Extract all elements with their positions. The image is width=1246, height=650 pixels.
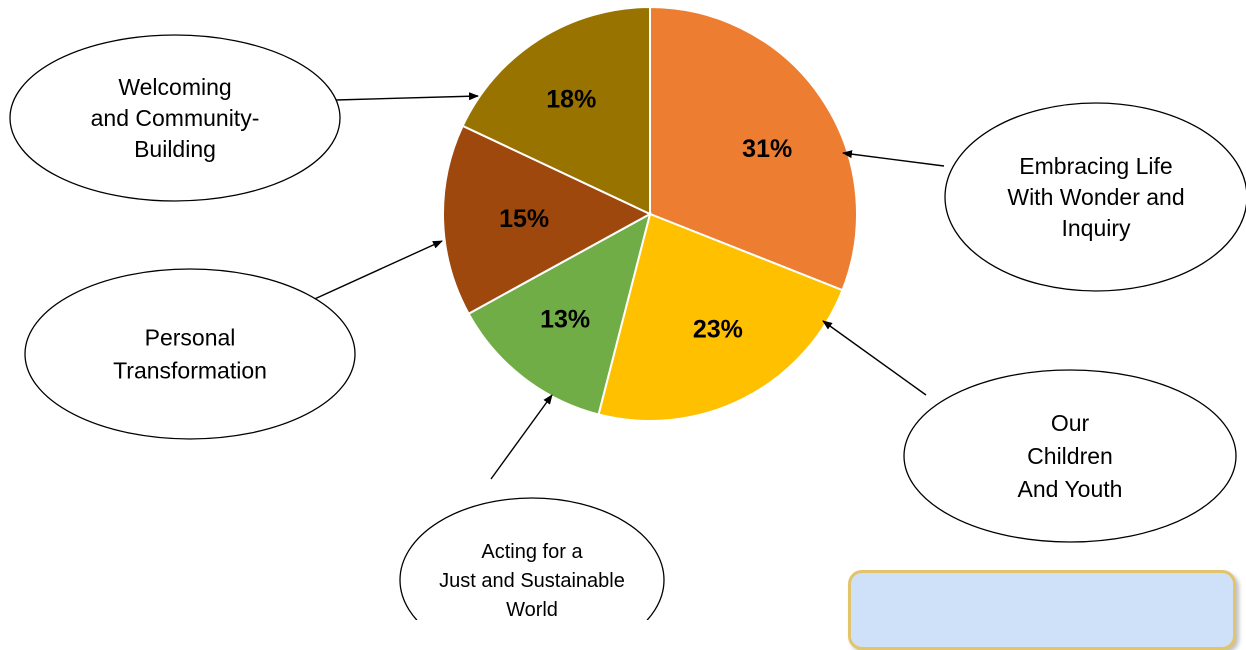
callout-label-line: Just and Sustainable (439, 570, 625, 592)
callout: Acting for a Just and Sustainable World (399, 497, 665, 620)
slice-percentage-label: 31% (742, 135, 792, 163)
pie-slice (441, 124, 653, 316)
callout-arrow (490, 394, 553, 480)
callout-label-line: Building (134, 136, 216, 162)
callout: Welcoming and Community- Building (9, 34, 341, 202)
pie-slice (467, 212, 652, 416)
callout-label-line: Transformation (113, 358, 267, 384)
pie-chart: 31% 23% 13% 15% 18% Welcoming and Community- B… (9, 5, 1246, 620)
callout-label-line: and Community- (91, 105, 260, 131)
callout-label-line: With Wonder and (1007, 184, 1184, 210)
callout-label-line: Our (1051, 410, 1090, 436)
callout-label-line: Children (1027, 443, 1113, 469)
callout-arrow (842, 150, 945, 167)
slice-percentage-label: 18% (546, 86, 596, 114)
callout-arrow (335, 92, 479, 101)
callout-label-line: Embracing Life (1019, 153, 1172, 179)
note-box (848, 570, 1236, 650)
callout-ellipse (24, 268, 356, 440)
slice-percentage-label: 23% (693, 316, 743, 344)
callout-label-line: Inquiry (1061, 215, 1131, 241)
callout-ellipse (9, 34, 341, 202)
callout-label-line: World (506, 599, 558, 620)
pie-slice (649, 5, 858, 292)
callout-ellipse (903, 369, 1237, 543)
callout-label-line: Personal (145, 325, 236, 351)
callout-label-line: And Youth (1018, 476, 1123, 502)
callout-label-line: Welcoming (118, 74, 231, 100)
slice-percentage-label: 15% (499, 205, 549, 233)
slice-percentage-label: 13% (540, 305, 590, 333)
callout: Personal Transformation (24, 268, 356, 440)
pie-slice (461, 5, 651, 216)
callout-arrow (822, 320, 927, 396)
callout-ellipse (399, 497, 665, 620)
callout: Our Children And Youth (903, 369, 1237, 543)
callout-ellipse (944, 102, 1246, 292)
callout-label-line: Acting for a (481, 541, 583, 563)
callout-arrow (307, 240, 443, 303)
callout: Embracing Life With Wonder and Inquiry (944, 102, 1246, 292)
